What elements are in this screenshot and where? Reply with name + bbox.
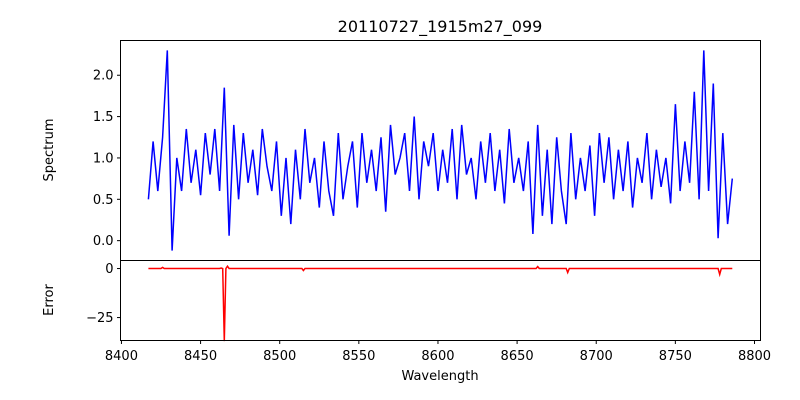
x-tick-label: 8750 [659, 349, 692, 364]
spectrum-y-tick-label: 1.5 [93, 110, 114, 125]
x-tick-label: 8450 [184, 349, 217, 364]
x-tick-label: 8700 [580, 349, 613, 364]
x-axis-label: Wavelength [401, 369, 478, 384]
spectrum-axes: Spectrum [42, 40, 761, 261]
spectrum-y-label: Spectrum [42, 119, 57, 182]
x-tick-label: 8400 [105, 349, 138, 364]
x-tick-label: 8650 [501, 349, 534, 364]
error-axes-frame [120, 260, 761, 341]
error-series-line [148, 264, 733, 342]
spectrum-y-tick-label: 0.0 [93, 234, 114, 249]
error-y-label: Error [42, 284, 57, 316]
spectrum-y-tick-label: 1.0 [93, 151, 114, 166]
x-tick-label: 8500 [263, 349, 296, 364]
spectrum-y-tick-label: 2.0 [93, 69, 114, 84]
error-axes: Error Wavelength [42, 260, 761, 384]
spectrum-y-tick-label: 0.5 [93, 193, 114, 208]
error-y-tick-label: 0 [105, 262, 113, 277]
error-y-tick-label: −25 [86, 311, 113, 326]
x-tick-label: 8550 [342, 349, 375, 364]
x-tick-label: 8600 [421, 349, 454, 364]
spectrum-series-line [147, 50, 734, 251]
x-tick-label: 8800 [738, 349, 771, 364]
chart-title: 20110727_1915m27_099 [338, 17, 543, 37]
